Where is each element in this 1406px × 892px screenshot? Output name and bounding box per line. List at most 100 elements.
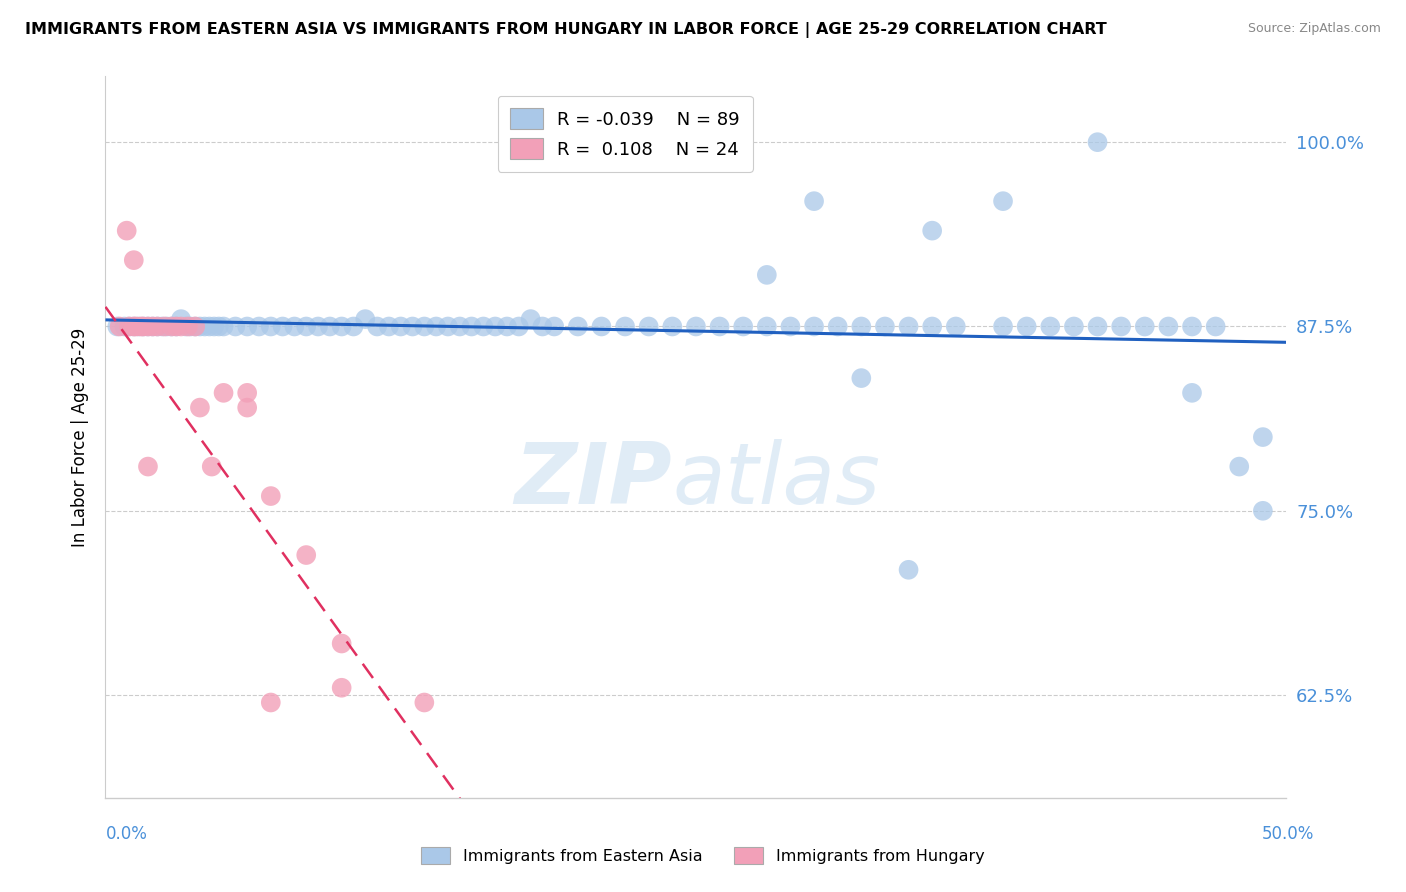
Point [122,319,145,334]
Point [136,319,159,334]
Point [236,319,259,334]
Point [945,319,967,334]
Point [247,319,270,334]
Point [260,696,283,710]
Point [165,319,187,334]
Point [755,319,778,334]
Point [319,319,342,334]
Text: 50.0%: 50.0% [1263,825,1315,843]
Point [991,194,1014,209]
Point [295,319,318,334]
Point [1251,504,1274,518]
Point [271,319,294,334]
Point [132,319,155,334]
Point [184,319,207,334]
Point [330,319,353,334]
Point [827,319,849,334]
Point [803,319,825,334]
Point [160,319,183,334]
Point [153,319,176,334]
Point [170,312,193,326]
Point [851,319,873,334]
Point [614,319,637,334]
Point [142,319,165,334]
Point [991,319,1014,334]
Point [194,319,217,334]
Point [1063,319,1085,334]
Point [260,319,283,334]
Point [413,696,436,710]
Point [212,319,235,334]
Point [198,319,221,334]
Point [1181,385,1204,400]
Point [425,319,447,334]
Point [330,681,353,695]
Point [779,319,801,334]
Point [184,319,207,334]
Point [1205,319,1227,334]
Point [685,319,707,334]
Point [637,319,659,334]
Point [260,489,283,503]
Y-axis label: In Labor Force | Age 25-29: In Labor Force | Age 25-29 [70,327,89,547]
Point [1133,319,1156,334]
Text: Source: ZipAtlas.com: Source: ZipAtlas.com [1247,22,1381,36]
Point [153,872,176,887]
Point [132,319,155,334]
Point [591,319,613,334]
Point [519,312,541,326]
Point [437,319,460,334]
Point [472,319,495,334]
Point [342,319,364,334]
Point [160,319,183,334]
Point [366,319,388,334]
Point [803,194,825,209]
Point [1087,319,1109,334]
Point [873,319,896,334]
Point [1109,319,1132,334]
Point [112,319,135,334]
Point [122,253,145,268]
Point [105,319,128,334]
Point [484,319,506,334]
Text: atlas: atlas [672,439,880,522]
Point [1039,319,1062,334]
Point [921,224,943,238]
Point [136,459,159,474]
Text: 0.0%: 0.0% [105,825,148,843]
Point [115,224,138,238]
Point [170,319,193,334]
Point [201,459,224,474]
Point [330,636,353,650]
Point [389,319,412,334]
Point [188,319,211,334]
Point [146,319,169,334]
Point [897,563,920,577]
Point [150,319,173,334]
Point [543,319,565,334]
Point [108,319,131,334]
Point [208,319,231,334]
Text: ZIP: ZIP [515,439,672,522]
Point [165,319,187,334]
Point [283,319,305,334]
Point [661,319,683,334]
Point [1181,319,1204,334]
Point [146,319,169,334]
Point [496,319,519,334]
Point [1227,459,1250,474]
Point [1087,135,1109,149]
Point [118,319,141,334]
Text: IMMIGRANTS FROM EASTERN ASIA VS IMMIGRANTS FROM HUNGARY IN LABOR FORCE | AGE 25-: IMMIGRANTS FROM EASTERN ASIA VS IMMIGRAN… [25,22,1107,38]
Point [733,319,755,334]
Point [897,319,920,334]
Point [307,319,329,334]
Point [755,268,778,282]
Point [921,319,943,334]
Legend: R = -0.039    N = 89, R =  0.108    N = 24: R = -0.039 N = 89, R = 0.108 N = 24 [498,95,752,171]
Point [709,319,731,334]
Point [236,385,259,400]
Point [460,319,482,334]
Point [1157,319,1180,334]
Point [1251,430,1274,444]
